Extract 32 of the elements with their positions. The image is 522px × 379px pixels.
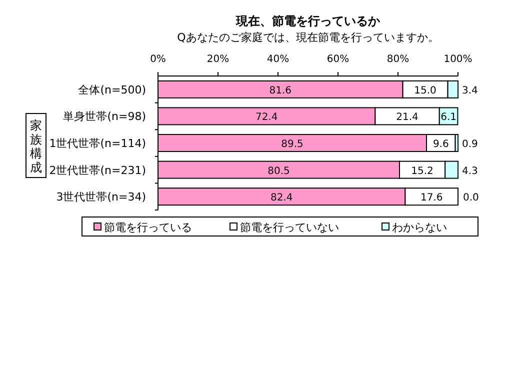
data-label: 89.5	[281, 139, 304, 150]
data-label: 15.0	[414, 85, 436, 96]
data-label: 81.6	[269, 85, 292, 96]
text: 家族構成	[30, 118, 42, 175]
data-label: 21.4	[396, 112, 418, 124]
chart-subtitle: Qあなたのご家庭では、現在節電を行っていますか。	[177, 31, 439, 44]
data-label: 4.3	[462, 166, 478, 177]
data-label: 0.0	[463, 192, 479, 204]
data-label: 82.4	[270, 192, 293, 204]
y-tick-label: 2世代世帯(n=231)	[49, 164, 146, 177]
x-tick-label: 0%	[150, 54, 166, 65]
data-label: 15.2	[411, 166, 434, 177]
data-label: 80.5	[268, 166, 290, 177]
data-label: 72.4	[255, 112, 278, 124]
data-label: 6.1	[440, 112, 457, 124]
data-label: 0.9	[462, 139, 478, 150]
legend-label: わからない	[392, 221, 447, 234]
x-tick-label: 100%	[444, 54, 472, 65]
legend-label: 節電を行っている	[104, 221, 192, 234]
y-tick-label: 全体(n=500)	[78, 83, 146, 96]
y-tick-label: 単身世帯(n=98)	[63, 110, 146, 124]
y-tick-label: 1世代世帯(n=114)	[49, 137, 146, 150]
data-label: 17.6	[420, 192, 443, 204]
x-tick-label: 20%	[206, 54, 230, 65]
legend-label: 節電を行っていない	[240, 221, 339, 234]
x-tick-label: 40%	[266, 54, 290, 65]
chart-title: 現在、節電を行っているか	[235, 14, 381, 28]
y-tick-label: 3世代世帯(n=34)	[56, 190, 146, 204]
data-label: 9.6	[432, 139, 449, 150]
x-tick-label: 80%	[386, 54, 410, 65]
data-label: 3.4	[462, 85, 478, 96]
x-tick-label: 60%	[326, 54, 350, 65]
